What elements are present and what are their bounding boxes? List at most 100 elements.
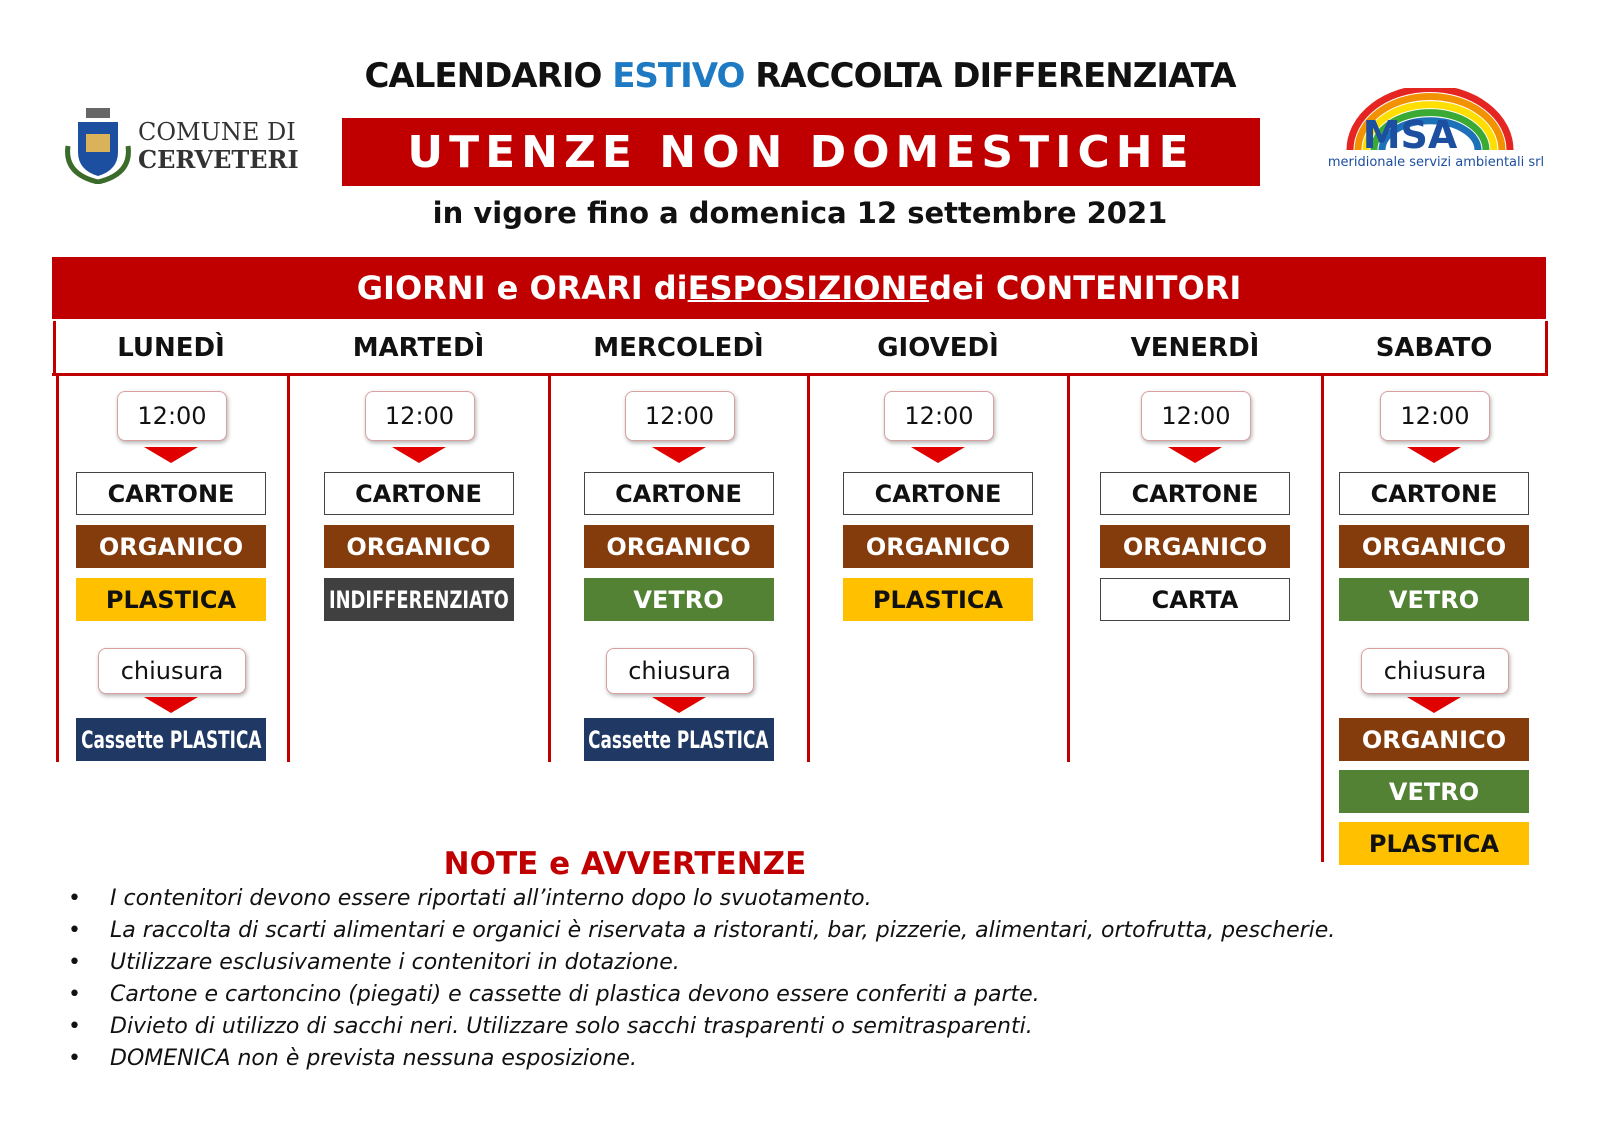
waste-item: ORGANICO <box>323 525 514 568</box>
item-label: CARTA <box>1151 585 1239 614</box>
column-line <box>1321 376 1324 862</box>
day-name: GIOVEDÌ <box>877 333 999 363</box>
item-label: ORGANICO <box>346 532 491 561</box>
day-name: MERCOLEDÌ <box>593 333 764 363</box>
day-name: SABATO <box>1375 333 1493 363</box>
arrow <box>144 447 198 463</box>
logo-name: MSA <box>1363 113 1458 157</box>
item-label: INDIFFERENZIATO <box>328 585 509 614</box>
item-label: CARTONE <box>355 479 482 508</box>
note: DOMENICA non è prevista nessuna esposizi… <box>62 1046 1335 1078</box>
column-line <box>1545 321 1548 376</box>
closing-box: chiusura <box>1361 648 1509 694</box>
coat-of-arms <box>65 108 131 184</box>
title: CALENDARIO ESTIVO RACCOLTA DIFFERENZIATA <box>0 56 1600 96</box>
arrow <box>391 447 446 463</box>
msa-logo: MSA meridionale servizi ambientali srl <box>1328 88 1544 170</box>
waste-item: ORGANICO <box>583 525 774 568</box>
waste-item: ORGANICO <box>1100 525 1290 568</box>
waste-item: ORGANICO <box>1339 718 1529 761</box>
logo-text: COMUNE DI <box>138 118 296 146</box>
waste-item: ORGANICO <box>76 525 266 568</box>
item-label: VETRO <box>1388 777 1480 806</box>
column-line <box>287 376 290 762</box>
validity: in vigore fino a domenica 12 settembre 2… <box>432 196 1168 230</box>
waste-item: CARTONE <box>583 472 774 515</box>
schedule-title: GIORNI e ORARI di ESPOSIZIONE dei CONTEN… <box>52 257 1546 319</box>
waste-item: INDIFFERENZIATO <box>323 578 514 621</box>
waste-item: CARTONE <box>1100 472 1290 515</box>
time-box: 12:00 <box>624 391 735 441</box>
column-line <box>548 376 551 762</box>
closing-box: chiusura <box>98 648 246 694</box>
waste-item: CARTONE <box>76 472 266 515</box>
item-label: ORGANICO <box>98 532 244 561</box>
waste-item: PLASTICA <box>1339 822 1529 865</box>
waste-item: Cassette PLASTICA <box>583 718 774 761</box>
arrow <box>651 447 706 463</box>
header-line <box>52 373 1548 376</box>
title-part: ESTIVO <box>612 56 745 96</box>
note: Divieto di utilizzo di sacchi neri. Util… <box>62 1014 1335 1046</box>
item-label: ORGANICO <box>1122 532 1268 561</box>
item-label: VETRO <box>1388 585 1480 614</box>
item-label: Cassette PLASTICA <box>80 725 262 754</box>
note: Utilizzare esclusivamente i contenitori … <box>62 950 1335 982</box>
item-label: CARTONE <box>874 479 1002 508</box>
logo-tagline: meridionale servizi ambientali srl <box>1328 155 1544 170</box>
time-box: 12:00 <box>1380 391 1490 441</box>
item-label: CARTONE <box>1370 479 1498 508</box>
time-box: 12:00 <box>884 391 994 441</box>
column-line <box>56 376 59 762</box>
waste-item: Cassette PLASTICA <box>76 718 266 761</box>
title-part: RACCOLTA DIFFERENZIATA <box>755 56 1236 96</box>
time-box: 12:00 <box>117 391 227 441</box>
day-name: MARTEDÌ <box>352 333 485 363</box>
waste-item: VETRO <box>583 578 774 621</box>
title-part: GIORNI e ORARI di <box>356 269 688 307</box>
item-label: ORGANICO <box>1361 725 1507 754</box>
item-label: ORGANICO <box>1361 532 1507 561</box>
item-label: CARTONE <box>107 479 235 508</box>
arrow <box>144 697 198 713</box>
waste-item: PLASTICA <box>76 578 266 621</box>
day-name: VENERDÌ <box>1130 333 1260 363</box>
item-label: PLASTICA <box>872 585 1004 614</box>
closing-box: chiusura <box>605 648 754 694</box>
logo-text: CERVETERI <box>138 145 299 174</box>
waste-item: VETRO <box>1339 770 1529 813</box>
title-part: CALENDARIO <box>364 56 602 96</box>
item-label: PLASTICA <box>1368 829 1500 858</box>
arrow <box>911 447 965 463</box>
arrow <box>1407 697 1461 713</box>
arrow <box>1168 447 1222 463</box>
column-line <box>53 321 56 376</box>
municipality-logo: COMUNE DI CERVETERI <box>138 118 299 174</box>
note: Cartone e cartoncino (piegati) e cassett… <box>62 982 1335 1014</box>
item-label: Cassette PLASTICA <box>588 725 769 754</box>
title-part: ESPOSIZIONE <box>687 269 930 307</box>
item-label: CARTONE <box>615 479 742 508</box>
notes-title: NOTE e AVVERTENZE <box>443 846 807 882</box>
title-part: dei CONTENITORI <box>929 269 1242 307</box>
day-name: LUNEDÌ <box>117 333 225 363</box>
time-box: 12:00 <box>364 391 475 441</box>
item-label: ORGANICO <box>865 532 1011 561</box>
arrow <box>651 697 706 713</box>
waste-item: CARTONE <box>843 472 1033 515</box>
waste-item: ORGANICO <box>1339 525 1529 568</box>
banner: UTENZE NON DOMESTICHE <box>342 118 1260 186</box>
note: I contenitori devono essere riportati al… <box>62 886 1335 918</box>
waste-item: ORGANICO <box>843 525 1033 568</box>
waste-item: VETRO <box>1339 578 1529 621</box>
item-label: CARTONE <box>1131 479 1259 508</box>
item-label: PLASTICA <box>105 585 237 614</box>
column-line <box>807 376 810 762</box>
arrow <box>1407 447 1461 463</box>
item-label: VETRO <box>633 585 724 614</box>
notes-list: I contenitori devono essere riportati al… <box>62 886 1335 1078</box>
waste-item: PLASTICA <box>843 578 1033 621</box>
waste-item: CARTONE <box>1339 472 1529 515</box>
waste-item: CARTA <box>1100 578 1290 621</box>
